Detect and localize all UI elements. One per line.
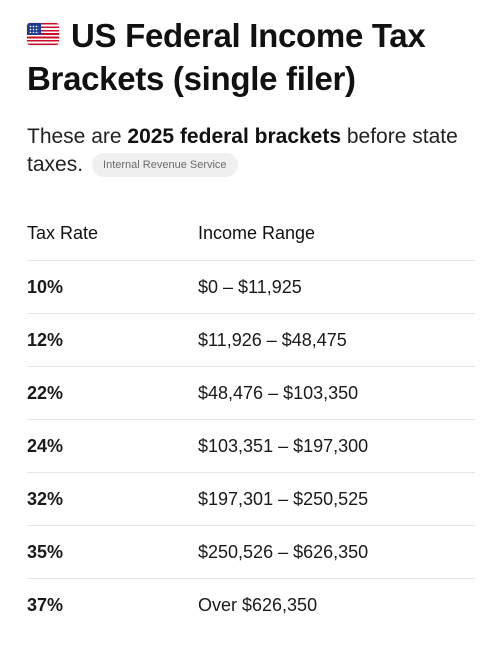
tax-rate-cell: 35% (27, 525, 198, 579)
flag-canton (27, 23, 41, 35)
income-range-cell: $103,351 – $197,300 (198, 419, 475, 473)
intro-prefix: These are (27, 125, 128, 148)
table-row: 35% $250,526 – $626,350 (27, 525, 475, 579)
column-header-tax-rate: Tax Rate (27, 206, 198, 261)
page-title-text: US Federal Income Tax Brackets (single f… (27, 17, 426, 97)
tax-rate-cell: 37% (27, 594, 64, 615)
intro-emphasis: 2025 federal brackets (127, 125, 342, 148)
column-header-income-range: Income Range (198, 206, 475, 261)
tax-rate-cell: 24% (27, 419, 198, 473)
table-row: 22% $48,476 – $103,350 (27, 366, 475, 420)
us-flag-icon (27, 23, 59, 45)
table-row: 10% $0 – $11,925 (27, 260, 475, 314)
tax-rate-cell: 32% (27, 472, 198, 526)
income-range-cell: $11,926 – $48,475 (198, 313, 475, 367)
table-row: 32% $197,301 – $250,525 (27, 472, 475, 526)
intro-text: These are 2025 federal brackets before s… (27, 123, 475, 179)
income-range-cell: Over $626,350 (198, 594, 318, 615)
table-row: 37% Over $626,350 (27, 579, 475, 632)
tax-rate-cell: 22% (27, 366, 198, 420)
table-header-row: Tax Rate Income Range (27, 206, 475, 261)
income-range-cell: $48,476 – $103,350 (198, 366, 475, 420)
table-row: 12% $11,926 – $48,475 (27, 313, 475, 367)
tax-rate-cell: 10% (27, 260, 198, 314)
income-range-cell: $197,301 – $250,525 (198, 472, 475, 526)
intro-suffix: before state taxes. (27, 125, 458, 176)
table-row: 24% $103,351 – $197,300 (27, 419, 475, 473)
income-range-cell: $0 – $11,925 (198, 260, 475, 314)
source-citation-pill[interactable]: Internal Revenue Service (92, 153, 238, 177)
income-range-cell: $250,526 – $626,350 (198, 525, 475, 579)
page-title: US Federal Income Tax Brackets (single f… (27, 14, 475, 100)
tax-brackets-table: Tax Rate Income Range 10% $0 – $11,925 1… (27, 206, 475, 631)
tax-rate-cell: 12% (27, 313, 198, 367)
